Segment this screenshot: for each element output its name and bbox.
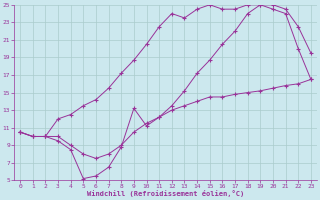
X-axis label: Windchill (Refroidissement éolien,°C): Windchill (Refroidissement éolien,°C) <box>87 190 244 197</box>
